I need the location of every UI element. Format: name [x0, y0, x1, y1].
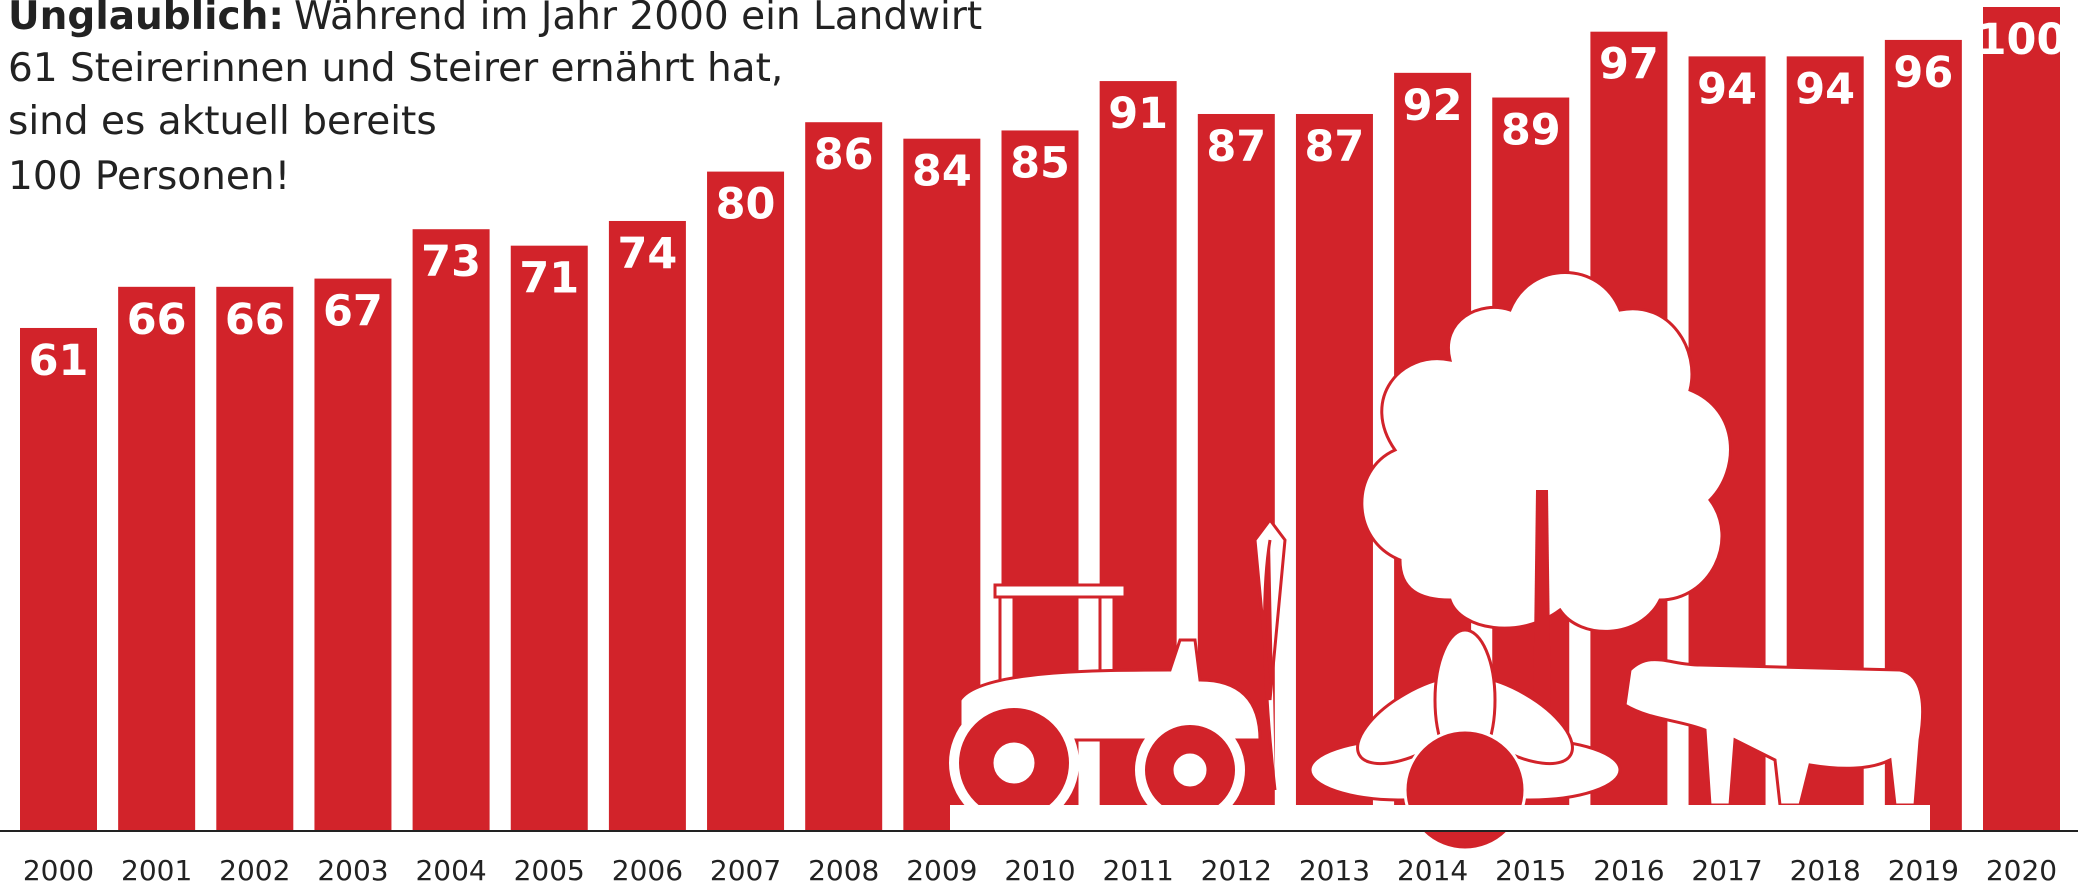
x-tick-label: 2011 [1103, 854, 1174, 887]
ground [950, 805, 1930, 830]
bar [511, 246, 588, 830]
x-tick-label: 2005 [514, 854, 585, 887]
chart-title: Unglaublich: Während im Jahr 2000 ein Lan… [8, 0, 982, 39]
title-line: Während im Jahr 2000 ein Landwirt [294, 0, 982, 39]
x-tick-label: 2000 [23, 854, 94, 887]
bar [609, 221, 686, 830]
value-label: 80 [716, 180, 776, 230]
value-label: 85 [1010, 138, 1070, 188]
bar [413, 229, 490, 830]
x-tick-label: 2009 [906, 854, 977, 887]
value-label: 96 [1893, 48, 1953, 98]
x-tick-label: 2018 [1790, 854, 1861, 887]
value-label: 71 [519, 254, 579, 304]
x-tick-label: 2002 [219, 854, 290, 887]
x-tick-label: 2017 [1691, 854, 1762, 887]
x-tick-label: 2007 [710, 854, 781, 887]
value-label: 97 [1599, 40, 1659, 90]
value-label: 94 [1795, 64, 1855, 114]
bar [118, 287, 195, 830]
value-label: 100 [1977, 15, 2067, 65]
title-lead: Unglaublich: [8, 0, 284, 39]
value-label: 87 [1206, 122, 1266, 172]
title-line: 61 Steirerinnen und Steirer ernährt hat, [8, 46, 783, 91]
x-tick-label: 2006 [612, 854, 683, 887]
bar [707, 172, 784, 830]
x-tick-label: 2016 [1593, 854, 1664, 887]
title-line: 100 Personen! [8, 154, 290, 199]
chart: Unglaublich: Während im Jahr 2000 ein Lan… [0, 0, 2078, 888]
value-label: 66 [225, 295, 285, 345]
bar [20, 328, 97, 830]
bar [216, 287, 293, 830]
bar [1983, 7, 2060, 830]
x-tick-label: 2014 [1397, 854, 1468, 887]
x-tick-label: 2010 [1004, 854, 1075, 887]
x-tick-label: 2008 [808, 854, 879, 887]
x-tick-label: 2001 [121, 854, 192, 887]
value-label: 73 [421, 237, 481, 287]
title-line: sind es aktuell bereits [8, 99, 437, 144]
x-tick-label: 2019 [1888, 854, 1959, 887]
x-tick-label: 2012 [1201, 854, 1272, 887]
bar [1296, 114, 1373, 830]
value-label: 92 [1403, 81, 1463, 131]
bar [314, 279, 391, 830]
x-tick-label: 2020 [1986, 854, 2057, 887]
cow [1625, 660, 1923, 805]
x-tick-label: 2004 [415, 854, 486, 887]
value-label: 87 [1305, 122, 1365, 172]
value-label: 74 [617, 229, 677, 279]
value-label: 91 [1108, 89, 1168, 139]
value-label: 67 [323, 287, 383, 337]
value-label: 94 [1697, 64, 1757, 114]
value-label: 66 [127, 295, 187, 345]
value-label: 89 [1501, 106, 1561, 156]
value-label: 84 [912, 147, 972, 197]
bar [805, 122, 882, 830]
value-label: 86 [814, 130, 874, 180]
x-tick-label: 2013 [1299, 854, 1370, 887]
x-tick-label: 2015 [1495, 854, 1566, 887]
value-label: 61 [29, 336, 89, 386]
x-tick-label: 2003 [317, 854, 388, 887]
illustration [950, 273, 1930, 851]
